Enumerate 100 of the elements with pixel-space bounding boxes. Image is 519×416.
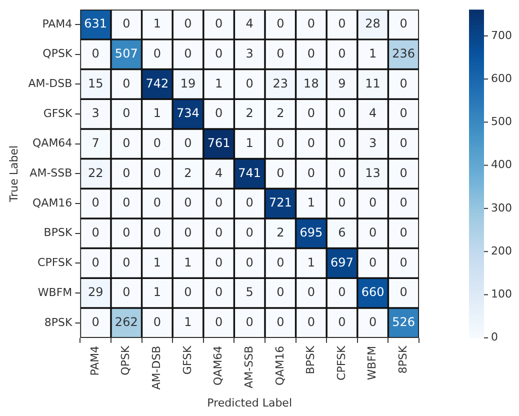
data-label: 0 bbox=[307, 16, 316, 31]
y-tick-label: AM-SSB bbox=[30, 166, 72, 180]
data-label: 0 bbox=[184, 226, 192, 240]
data-label: 0 bbox=[400, 285, 408, 300]
data-label: 0 bbox=[153, 196, 162, 210]
data-label: 28 bbox=[365, 16, 380, 31]
data-label: 29 bbox=[88, 285, 104, 300]
y-tick-label: PAM4 bbox=[42, 17, 72, 30]
data-label: 0 bbox=[276, 46, 284, 60]
data-label: 0 bbox=[153, 46, 162, 60]
data-label: 0 bbox=[307, 285, 316, 300]
data-label: 631 bbox=[84, 16, 108, 31]
data-label: 0 bbox=[338, 166, 346, 180]
data-label: 1 bbox=[153, 285, 162, 300]
data-label: 0 bbox=[368, 315, 377, 330]
data-label: 5 bbox=[246, 285, 254, 300]
data-label: 1 bbox=[153, 255, 162, 270]
data-label: 0 bbox=[338, 46, 346, 60]
data-label: 0 bbox=[184, 285, 192, 300]
data-label: 0 bbox=[122, 285, 130, 300]
color-bar-label: 500 bbox=[491, 115, 512, 128]
data-label: 507 bbox=[114, 46, 138, 60]
data-label: 4 bbox=[214, 166, 223, 180]
data-label: 0 bbox=[368, 196, 377, 210]
data-label: 0 bbox=[246, 196, 254, 210]
data-label: 15 bbox=[88, 76, 104, 90]
data-label: 3 bbox=[368, 136, 377, 150]
x-tick-label: 8PSK bbox=[396, 345, 410, 374]
data-label: 0 bbox=[214, 16, 223, 31]
data-label: 0 bbox=[276, 315, 284, 330]
y-tick-label: 8PSK bbox=[44, 316, 73, 329]
data-label: 742 bbox=[146, 76, 169, 90]
data-label: 2 bbox=[276, 226, 284, 240]
data-label: 0 bbox=[214, 106, 223, 120]
data-label: 0 bbox=[92, 226, 100, 240]
x-tick-label: AM-SSB bbox=[242, 346, 256, 388]
data-label: 741 bbox=[238, 166, 262, 180]
data-label: 0 bbox=[184, 16, 192, 31]
data-label: 0 bbox=[307, 46, 316, 60]
data-label: 9 bbox=[338, 76, 346, 90]
data-label: 0 bbox=[246, 226, 254, 240]
data-label: 2 bbox=[246, 106, 254, 120]
x-tick-label: QAM64 bbox=[212, 346, 225, 386]
data-label: 0 bbox=[122, 196, 130, 210]
data-label: 0 bbox=[184, 136, 192, 150]
data-label: 0 bbox=[400, 16, 408, 31]
data-label: 0 bbox=[246, 255, 254, 270]
data-label: 0 bbox=[122, 226, 130, 240]
data-label: 721 bbox=[268, 196, 292, 210]
data-label: 0 bbox=[122, 136, 130, 150]
data-label: 4 bbox=[368, 106, 377, 120]
data-label: 0 bbox=[338, 285, 346, 300]
data-label: 1 bbox=[368, 46, 377, 60]
data-label: 18 bbox=[304, 76, 319, 90]
data-label: 19 bbox=[180, 76, 196, 90]
data-label: 0 bbox=[276, 166, 284, 180]
data-label: 0 bbox=[153, 166, 162, 180]
data-label: 7 bbox=[92, 136, 100, 150]
x-tick-label: CPFSK bbox=[334, 345, 348, 380]
data-label: 0 bbox=[122, 16, 130, 31]
data-label: 0 bbox=[214, 226, 223, 240]
color-bar-label: 300 bbox=[491, 201, 512, 214]
data-label: 761 bbox=[207, 136, 230, 150]
y-axis-title: True Label bbox=[7, 145, 20, 203]
data-label: 0 bbox=[368, 226, 377, 240]
data-label: 526 bbox=[392, 315, 416, 330]
x-tick-label: BPSK bbox=[304, 345, 318, 374]
data-label: 660 bbox=[361, 285, 384, 300]
data-label: 262 bbox=[114, 315, 138, 330]
y-tick-label: BPSK bbox=[44, 226, 73, 240]
y-tick-label: QAM16 bbox=[32, 196, 72, 210]
data-label: 0 bbox=[184, 196, 192, 210]
y-tick-label: AM-DSB bbox=[28, 77, 72, 90]
data-label: 6 bbox=[338, 226, 346, 240]
data-label: 2 bbox=[184, 166, 192, 180]
x-tick-label: AM-DSB bbox=[150, 346, 164, 390]
x-tick-label: QAM16 bbox=[273, 346, 286, 386]
data-label: 0 bbox=[246, 76, 254, 90]
data-label: 0 bbox=[153, 226, 162, 240]
data-label: 697 bbox=[330, 255, 354, 270]
color-bar-label: 400 bbox=[491, 158, 512, 172]
data-label: 3 bbox=[246, 46, 254, 60]
data-label: 236 bbox=[392, 46, 416, 60]
data-label: 11 bbox=[365, 76, 380, 90]
data-label: 0 bbox=[276, 16, 284, 31]
data-label: 0 bbox=[338, 315, 346, 330]
data-label: 0 bbox=[307, 106, 316, 120]
data-label: 0 bbox=[92, 46, 100, 60]
data-label: 1 bbox=[153, 16, 162, 31]
data-label: 0 bbox=[307, 315, 316, 330]
data-label: 0 bbox=[400, 226, 408, 240]
data-label: 734 bbox=[176, 106, 200, 120]
y-tick-label: GFSK bbox=[43, 106, 73, 120]
data-label: 0 bbox=[338, 136, 346, 150]
data-label: 0 bbox=[214, 315, 223, 330]
data-label: 0 bbox=[122, 255, 130, 270]
y-tick-label: WBFM bbox=[38, 286, 72, 299]
color-bar-label: 600 bbox=[491, 72, 512, 85]
y-tick-label: CPFSK bbox=[38, 256, 73, 270]
data-label: 0 bbox=[122, 106, 130, 120]
